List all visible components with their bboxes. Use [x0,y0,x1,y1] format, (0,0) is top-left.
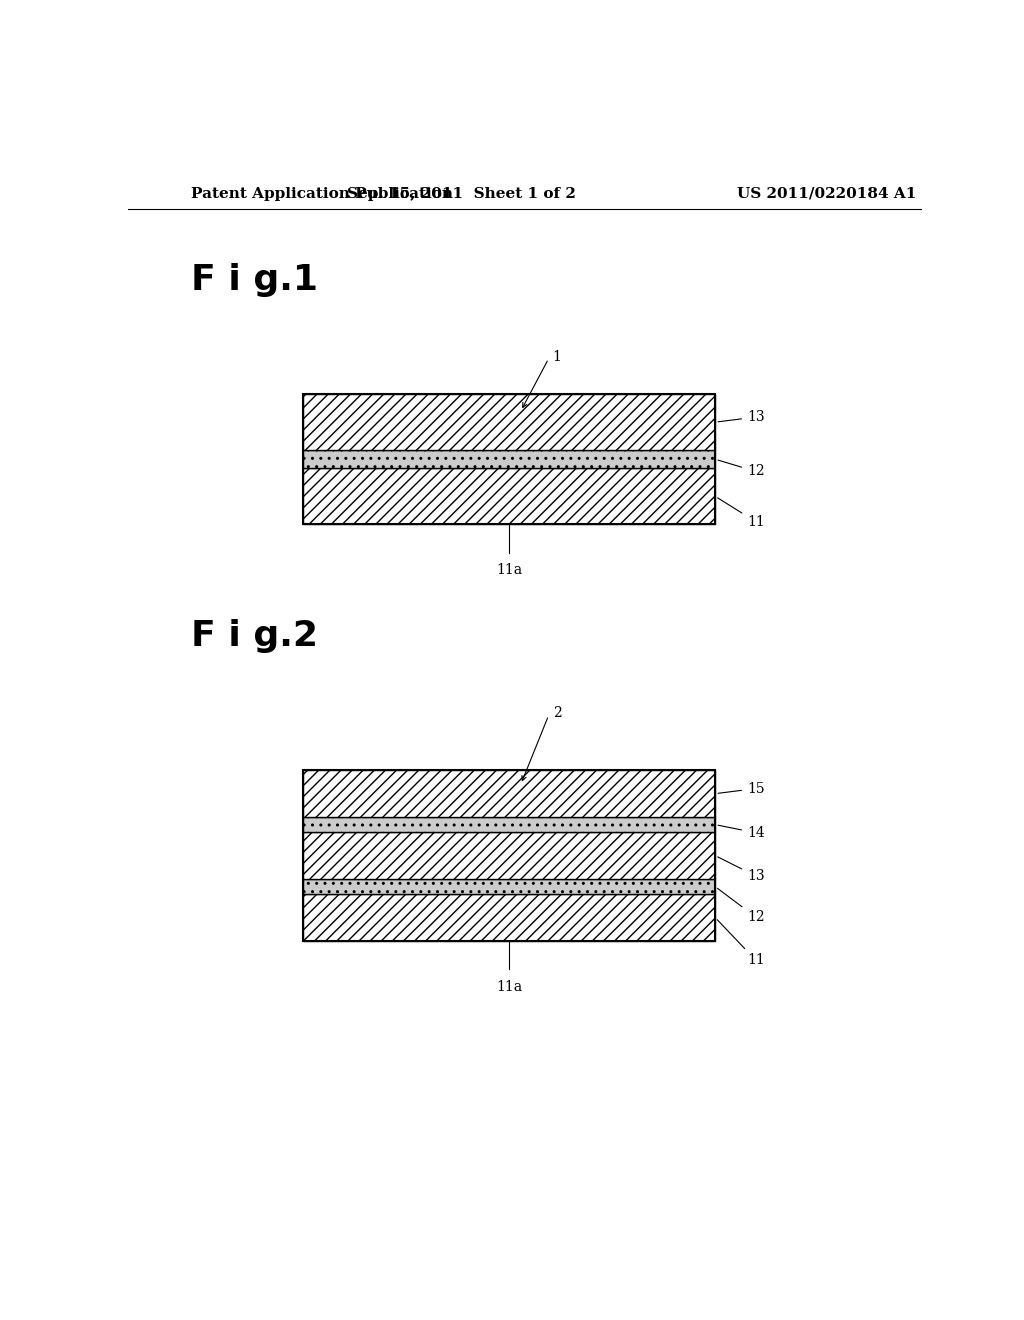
Bar [303,894,715,941]
Text: 12: 12 [718,461,765,478]
Text: 11: 11 [717,920,765,968]
Text: US 2011/0220184 A1: US 2011/0220184 A1 [736,187,916,201]
Text: 11a: 11a [496,979,522,994]
Bar [303,469,715,524]
Text: 12: 12 [718,888,765,924]
Text: F i g.1: F i g.1 [191,264,318,297]
Text: Sep. 15, 2011  Sheet 1 of 2: Sep. 15, 2011 Sheet 1 of 2 [347,187,575,201]
Bar [303,833,715,879]
Bar [303,771,715,817]
Text: 13: 13 [718,411,765,424]
Text: 1: 1 [553,350,561,363]
Text: F i g.2: F i g.2 [191,619,318,653]
Text: 14: 14 [718,825,765,840]
Bar [303,879,715,894]
Text: Patent Application Publication: Patent Application Publication [191,187,454,201]
Text: 13: 13 [718,857,765,883]
Bar [303,771,715,941]
Text: 15: 15 [718,781,765,796]
Bar [303,817,715,833]
Text: 2: 2 [553,706,561,721]
Bar [303,395,715,524]
Text: 11: 11 [718,498,765,529]
Text: 11a: 11a [496,562,522,577]
Bar [303,395,715,450]
Bar [303,450,715,469]
